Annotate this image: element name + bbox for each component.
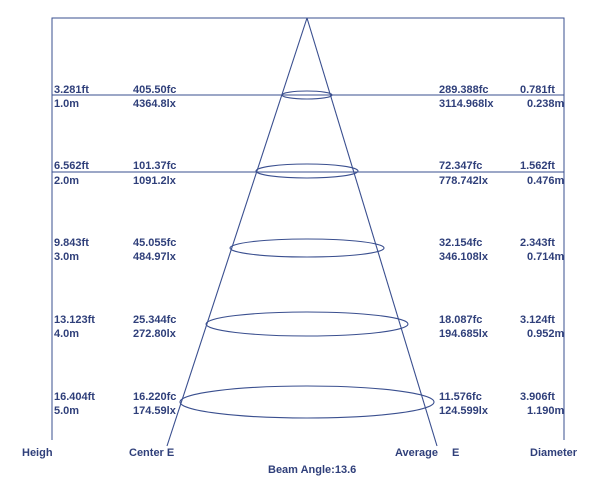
row-5-dia-ft: 3.906ft — [520, 391, 555, 403]
row-2-center-fc: 101.37fc — [133, 160, 176, 172]
row-2-height-m: 2.0m — [54, 175, 79, 187]
diagram-frame — [51, 17, 565, 440]
row-5-avg-fc: 11.576fc — [439, 391, 482, 403]
row-5-height-ft: 16.404ft — [54, 391, 95, 403]
beam-ellipse-4 — [205, 311, 409, 337]
beam-ellipse-3 — [229, 238, 385, 258]
row-5-height-m: 5.0m — [54, 405, 79, 417]
row-4-center-lx: 272.80lx — [133, 328, 177, 340]
row-4-center-fc: 25.344fc — [133, 314, 176, 326]
footer-height-label: Heigh — [22, 447, 53, 459]
row-5-center-lx: 174.59lx — [133, 405, 177, 417]
footer-average-e-label: E — [452, 447, 459, 459]
row-2-avg-fc: 72.347fc — [439, 160, 482, 172]
row-1-height-m: 1.0m — [54, 98, 79, 110]
row-3-avg-lx: 346.108lx — [439, 251, 489, 263]
row-3-avg-fc: 32.154fc — [439, 237, 482, 249]
beam-ellipse-1 — [281, 90, 333, 100]
row-3-center-lx: 484.97lx — [133, 251, 177, 263]
row-2-dia-ft: 1.562ft — [520, 160, 555, 172]
row-5-avg-lx: 124.599lx — [439, 405, 489, 417]
row-5-center-fc: 16.220fc — [133, 391, 176, 403]
row-1-avg-fc: 289.388fc — [439, 84, 489, 96]
row-1-avg-lx: 3114.968lx — [439, 98, 494, 110]
row-2-height-ft: 6.562ft — [54, 160, 89, 172]
row-4-avg-lx: 194.685lx — [439, 328, 489, 340]
row-2-center-lx: 1091.2lx — [133, 175, 177, 187]
row-1-dia-m: 0.238m — [527, 98, 565, 110]
row-2-avg-lx: 778.742lx — [439, 175, 489, 187]
row-1-center-lx: 4364.8lx — [133, 98, 177, 110]
row-4-dia-m: 0.952m — [527, 328, 565, 340]
row-4-height-ft: 13.123ft — [54, 314, 95, 326]
row-1-center-fc: 405.50fc — [133, 84, 176, 96]
row-3-height-ft: 9.843ft — [54, 237, 89, 249]
footer-diameter-label: Diameter — [530, 447, 578, 459]
beam-ellipse-5 — [179, 385, 435, 419]
footer-center-label: Center E — [129, 447, 174, 459]
row-1-dia-ft: 0.781ft — [520, 84, 555, 96]
row-3-height-m: 3.0m — [54, 251, 79, 263]
row-5-dia-m: 1.190m — [527, 405, 565, 417]
row-4-dia-ft: 3.124ft — [520, 314, 555, 326]
row-4-height-m: 4.0m — [54, 328, 79, 340]
beam-edge-left — [166, 17, 308, 447]
row-1-height-ft: 3.281ft — [54, 84, 89, 96]
beam-edge-right — [306, 17, 438, 447]
footer-average-label: Average — [395, 447, 438, 459]
row-4-avg-fc: 18.087fc — [439, 314, 482, 326]
row-3-center-fc: 45.055fc — [133, 237, 176, 249]
row-2-dia-m: 0.476m — [527, 175, 565, 187]
beam-angle-label: Beam Angle:13.6 — [268, 464, 356, 476]
row-3-dia-m: 0.714m — [527, 251, 565, 263]
beam-ellipse-2 — [255, 163, 359, 179]
row-3-dia-ft: 2.343ft — [520, 237, 555, 249]
